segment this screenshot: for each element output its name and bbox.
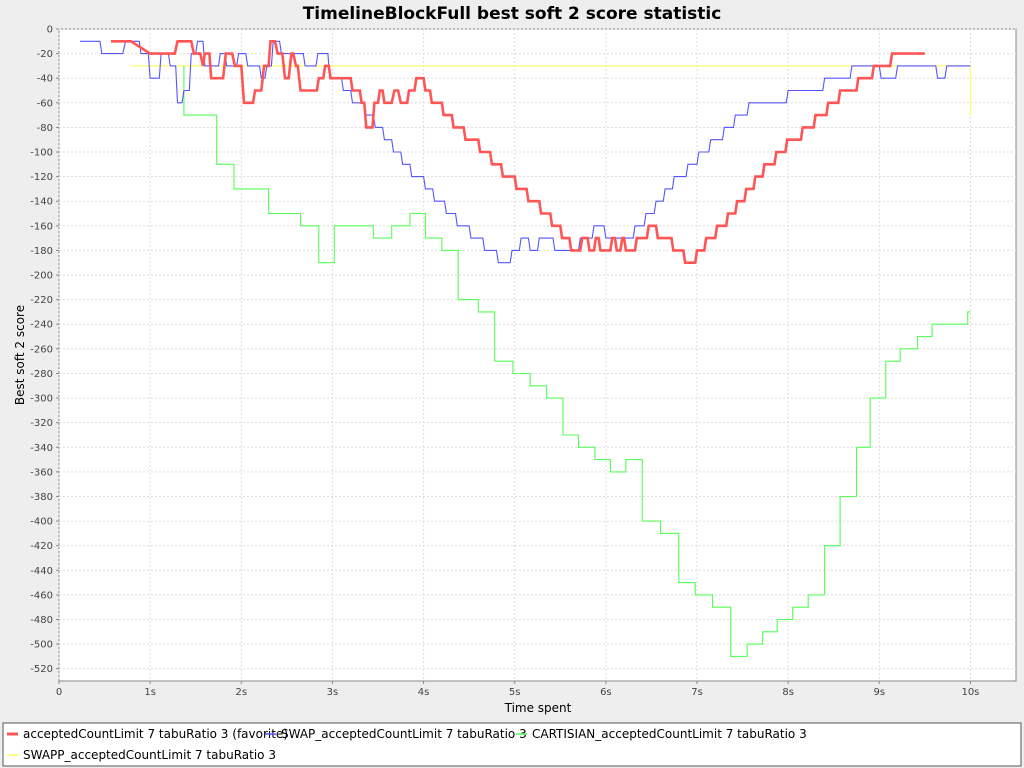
y-tick-label: -400 [30, 517, 53, 528]
x-tick-label: 5s [509, 687, 521, 698]
y-tick-label: -360 [30, 467, 53, 478]
x-tick-label: 1s [144, 687, 156, 698]
x-tick-label: 0 [56, 687, 62, 698]
y-tick-label: -340 [30, 443, 53, 454]
x-tick-label: 6s [600, 687, 612, 698]
legend-box [2, 722, 1022, 767]
x-tick-label: 10s [961, 687, 979, 698]
legend-label-2: CARTISIAN_acceptedCountLimit 7 tabuRatio… [532, 727, 807, 741]
y-tick-label: -300 [30, 394, 53, 405]
y-tick-label: 0 [47, 25, 53, 36]
y-tick-label: -180 [30, 246, 53, 257]
plot-area [58, 28, 1017, 682]
y-tick-label: -20 [37, 49, 53, 60]
y-tick-label: -440 [30, 566, 53, 577]
x-tick-label: 9s [873, 687, 885, 698]
grid-lines [58, 28, 1016, 681]
x-tick-label: 2s [235, 687, 247, 698]
y-tick-label: -140 [30, 197, 53, 208]
y-tick-label: -200 [30, 271, 53, 282]
y-tick-label: -120 [30, 172, 53, 183]
y-tick-label: -320 [30, 418, 53, 429]
y-tick-label: -160 [30, 221, 53, 232]
y-tick-label: -60 [37, 98, 53, 109]
x-tick-label: 3s [327, 687, 339, 698]
y-tick-label: -80 [37, 123, 53, 134]
legend: acceptedCountLimit 7 tabuRatio 3 (favori… [2, 722, 1022, 767]
y-tick-label: -260 [30, 344, 53, 355]
x-axis-ticks: 0 1s 2s 3s 4s 5s 6s 7s 8s 9s 10s [56, 681, 979, 698]
y-axis-label: Best soft 2 score [13, 305, 27, 405]
legend-label-0: acceptedCountLimit 7 tabuRatio 3 (favori… [23, 727, 288, 741]
y-tick-label: -280 [30, 369, 53, 380]
x-axis-label: Time spent [504, 701, 572, 715]
x-tick-label: 7s [691, 687, 703, 698]
y-tick-label: -480 [30, 615, 53, 626]
y-tick-label: -240 [30, 320, 53, 331]
x-tick-label: 4s [418, 687, 430, 698]
y-tick-label: -420 [30, 541, 53, 552]
y-tick-label: -220 [30, 295, 53, 306]
y-axis-ticks: 0 -20 -40 -60 -80 -100 -120 -140 -160 -180 -200 -22… [30, 25, 59, 675]
y-tick-label: -500 [30, 640, 53, 651]
legend-label-3: SWAPP_acceptedCountLimit 7 tabuRatio 3 [23, 748, 276, 762]
y-tick-label: -520 [30, 664, 53, 675]
legend-label-1: SWAP_acceptedCountLimit 7 tabuRatio 3 [281, 727, 527, 741]
y-tick-label: -460 [30, 590, 53, 601]
y-tick-label: -40 [37, 74, 53, 85]
y-tick-label: -100 [30, 148, 53, 159]
chart-title: TimelineBlockFull best soft 2 score stat… [303, 4, 722, 24]
series-lines [80, 40, 971, 657]
series-line-0 [111, 40, 925, 264]
x-tick-label: 8s [782, 687, 794, 698]
y-tick-label: -380 [30, 492, 53, 503]
series-line-2 [183, 65, 971, 657]
